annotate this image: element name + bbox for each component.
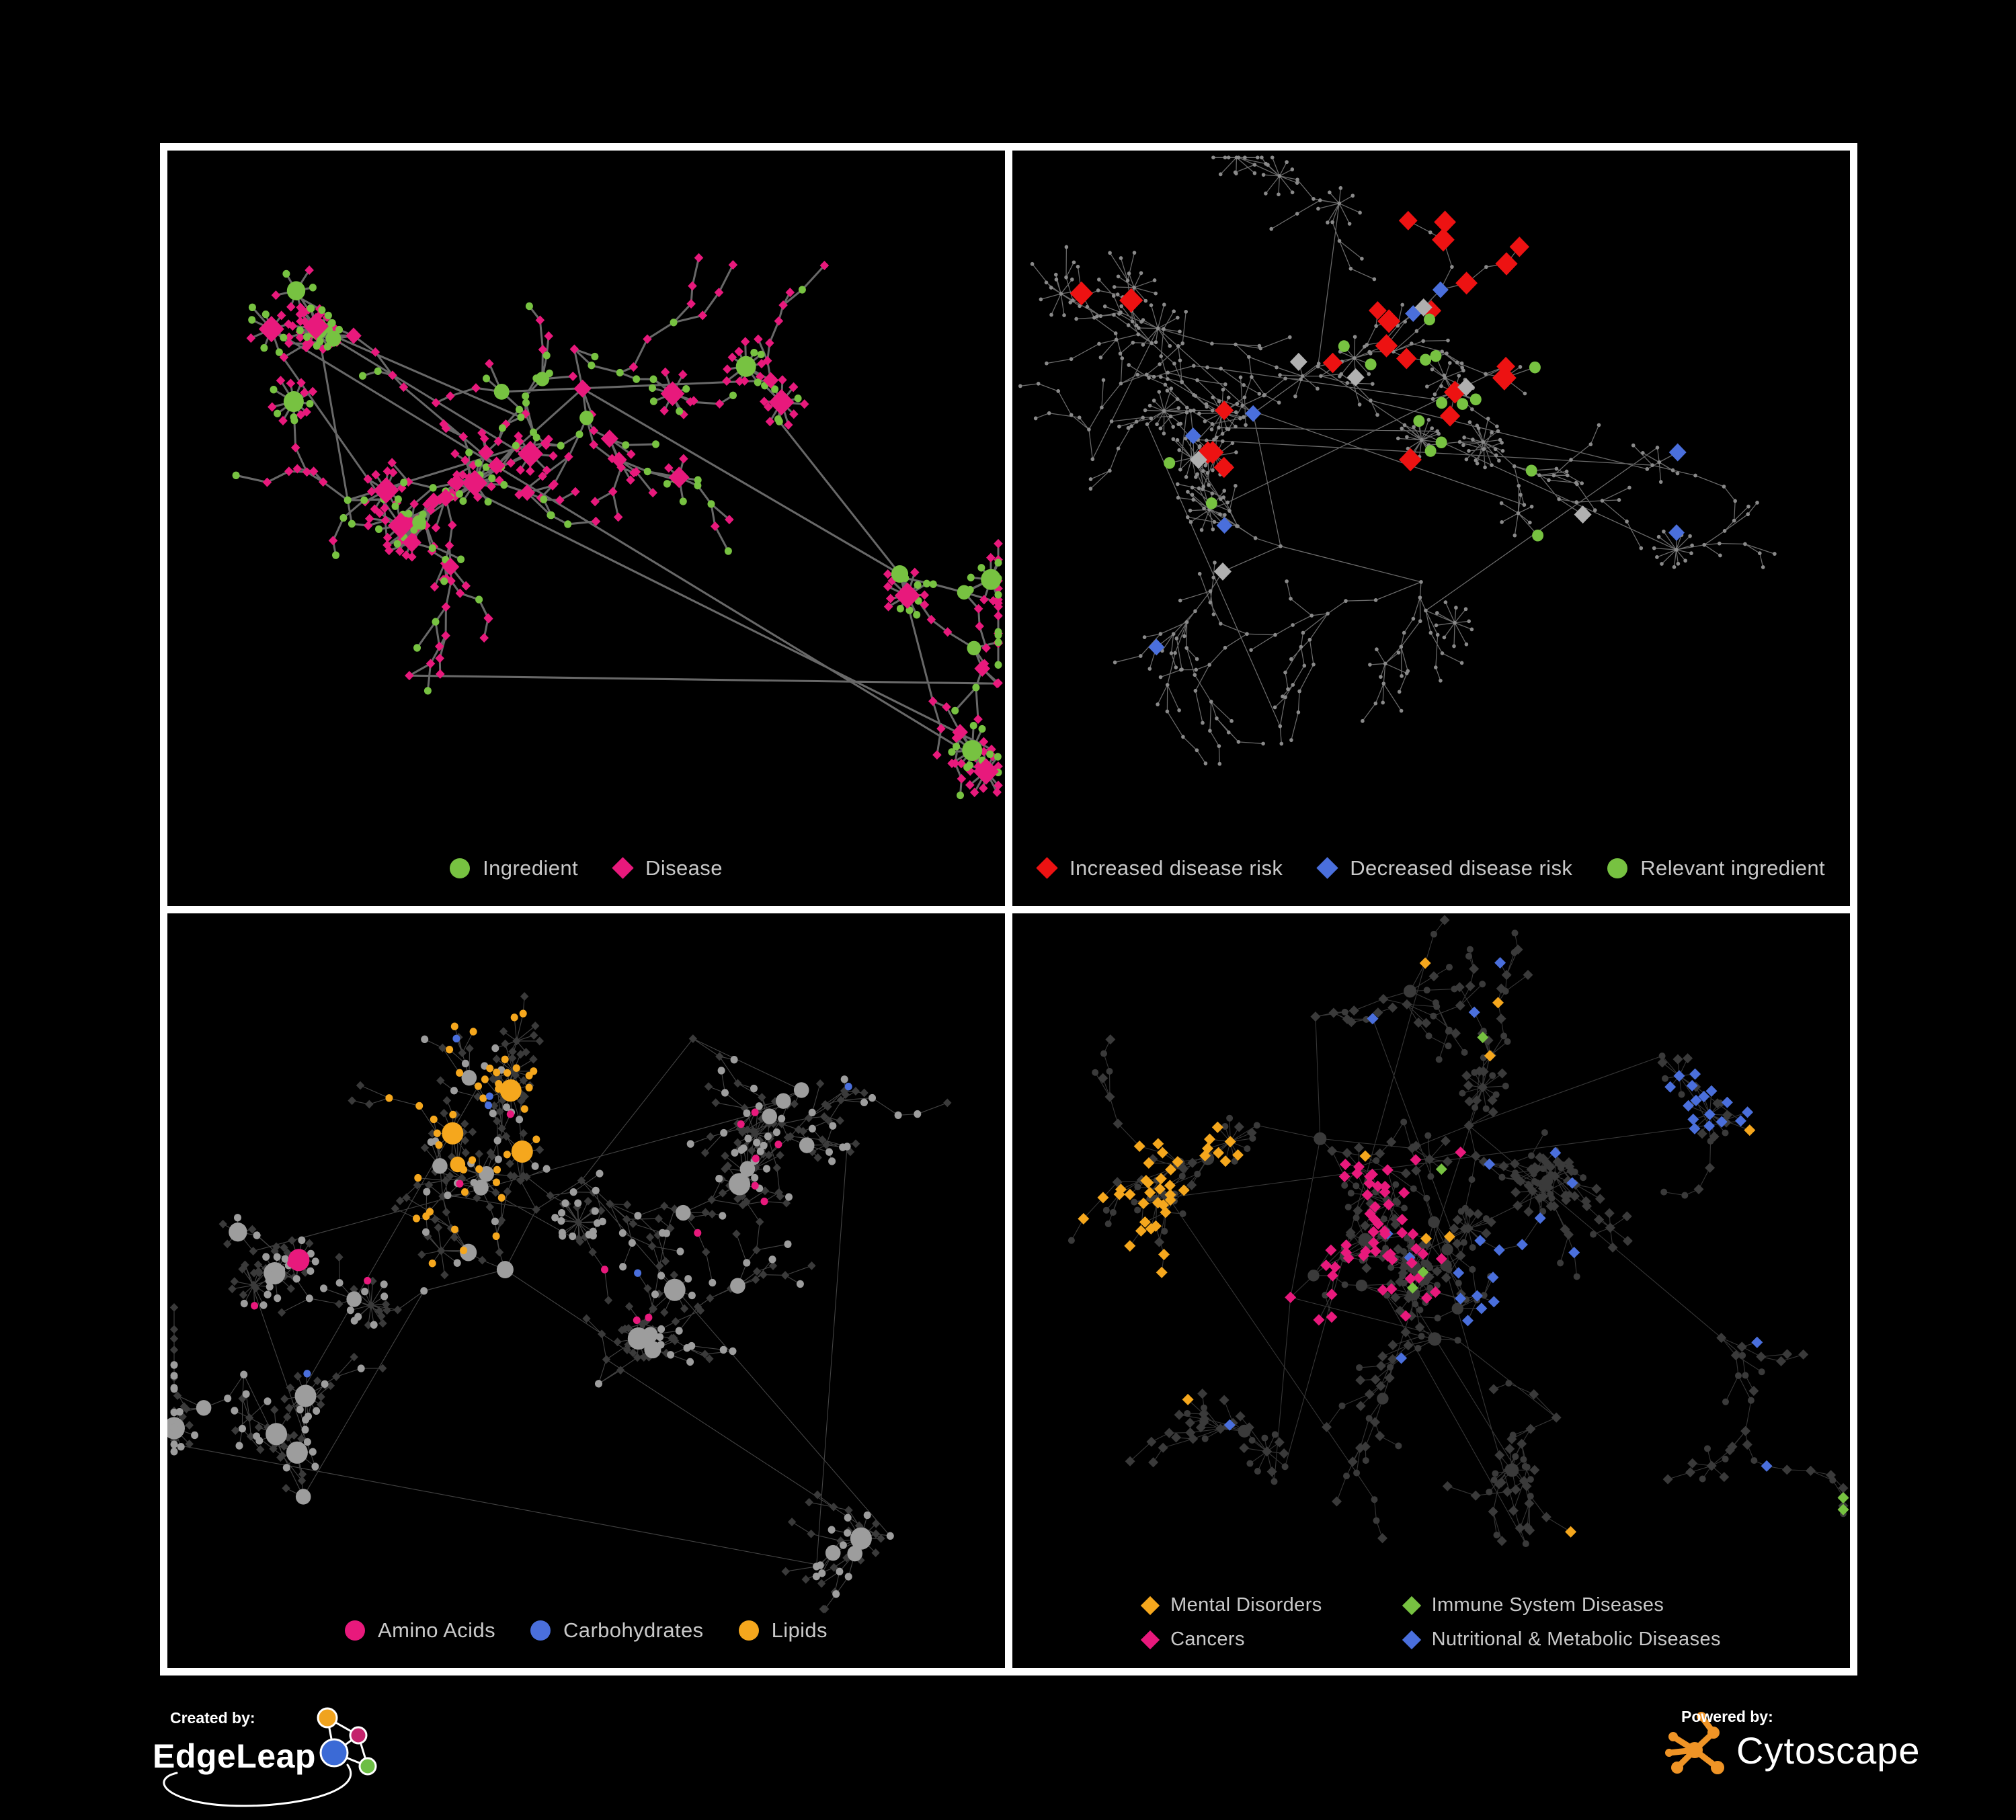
network-graph-disease-risk: [1018, 155, 1777, 766]
panel-ingredient-disease: Ingredient Disease: [167, 151, 1005, 906]
created-by-label: Created by:: [170, 1709, 255, 1727]
cytoscape-logo: Powered by: Cytoscape: [1665, 1708, 1921, 1774]
legend-item-amino-acids: Amino Acids: [345, 1618, 495, 1643]
legend-nutrient-classes: Amino Acids Carbohydrates Lipids: [174, 1616, 998, 1645]
diamond-marker-icon: [1402, 1630, 1421, 1649]
circle-marker-icon: [345, 1620, 366, 1641]
panel-grid: Ingredient Disease Increased disease risk…: [160, 143, 1857, 1676]
legend-item-decreased-disease-risk: Decreased disease risk: [1316, 856, 1573, 880]
legend-item-carbohydrates: Carbohydrates: [530, 1618, 704, 1643]
legend-label: Lipids: [771, 1618, 828, 1642]
legend-item-relevant-ingredient: Relevant ingredient: [1607, 856, 1825, 880]
legend-label: Immune System Diseases: [1431, 1594, 1664, 1616]
panel-disease-risk: Increased disease risk Decreased disease …: [1012, 151, 1850, 906]
legend-item-mental-disorders: Mental Disorders: [1140, 1594, 1322, 1616]
diamond-marker-icon: [612, 857, 634, 879]
network-graph-disease-classes: [1067, 915, 1849, 1547]
circle-marker-icon: [738, 1620, 759, 1641]
legend-item-lipids: Lipids: [738, 1618, 828, 1643]
diamond-marker-icon: [1402, 1596, 1421, 1615]
edgeleap-logo: Created by: EdgeLeap: [153, 1707, 377, 1807]
legend-label: Cancers: [1170, 1628, 1245, 1650]
edgeleap-swoosh: [163, 1764, 352, 1807]
powered-by-label: Powered by:: [1681, 1708, 1773, 1725]
circle-marker-icon: [530, 1620, 551, 1641]
legend-disease-classes: Mental Disorders Immune System Diseases Ca…: [1140, 1594, 1721, 1651]
diamond-marker-icon: [1140, 1596, 1160, 1615]
diamond-marker-icon: [1036, 857, 1058, 879]
edgeleap-logo-icon: [317, 1707, 377, 1776]
cytoscape-credit: Powered by: Cytoscape: [1657, 1702, 1973, 1789]
legend-item-ingredient: Ingredient: [450, 856, 578, 880]
panel-nutrient-classes: Amino Acids Carbohydrates Lipids: [167, 913, 1005, 1668]
legend-item-cancers: Cancers: [1140, 1628, 1322, 1651]
cytoscape-wordmark: Cytoscape: [1736, 1729, 1921, 1772]
edgeleap-wordmark: EdgeLeap: [153, 1737, 316, 1775]
network-graph-ingredient-disease: [232, 253, 1003, 800]
legend-label: Decreased disease risk: [1350, 856, 1573, 880]
legend-label: Amino Acids: [378, 1618, 496, 1642]
legend-label: Mental Disorders: [1170, 1594, 1322, 1616]
legend-label: Ingredient: [483, 856, 579, 880]
edgeleap-credit: Created by: EdgeLeap: [145, 1699, 400, 1820]
diamond-marker-icon: [1140, 1630, 1160, 1649]
legend-label: Increased disease risk: [1070, 856, 1283, 880]
cytoscape-logo-icon: [1665, 1712, 1724, 1774]
network-graph-nutrient-classes: [167, 991, 952, 1614]
panel-disease-classes: Mental Disorders Immune System Diseases Ca…: [1012, 913, 1850, 1668]
legend-item-increased-disease-risk: Increased disease risk: [1036, 856, 1283, 880]
circle-marker-icon: [450, 858, 471, 878]
circle-marker-icon: [1607, 858, 1628, 878]
legend-disease-risk: Increased disease risk Decreased disease …: [1019, 854, 1843, 883]
legend-ingredient-disease: Ingredient Disease: [174, 854, 998, 883]
legend-label: Nutritional & Metabolic Diseases: [1431, 1628, 1721, 1650]
legend-label: Relevant ingredient: [1640, 856, 1825, 880]
legend-label: Disease: [645, 856, 723, 880]
diamond-marker-icon: [1316, 857, 1339, 879]
legend-item-nutritional-metabolic-diseases: Nutritional & Metabolic Diseases: [1402, 1628, 1721, 1651]
legend-item-immune-system-diseases: Immune System Diseases: [1402, 1594, 1721, 1616]
legend-item-disease: Disease: [612, 856, 723, 880]
legend-label: Carbohydrates: [563, 1618, 704, 1642]
